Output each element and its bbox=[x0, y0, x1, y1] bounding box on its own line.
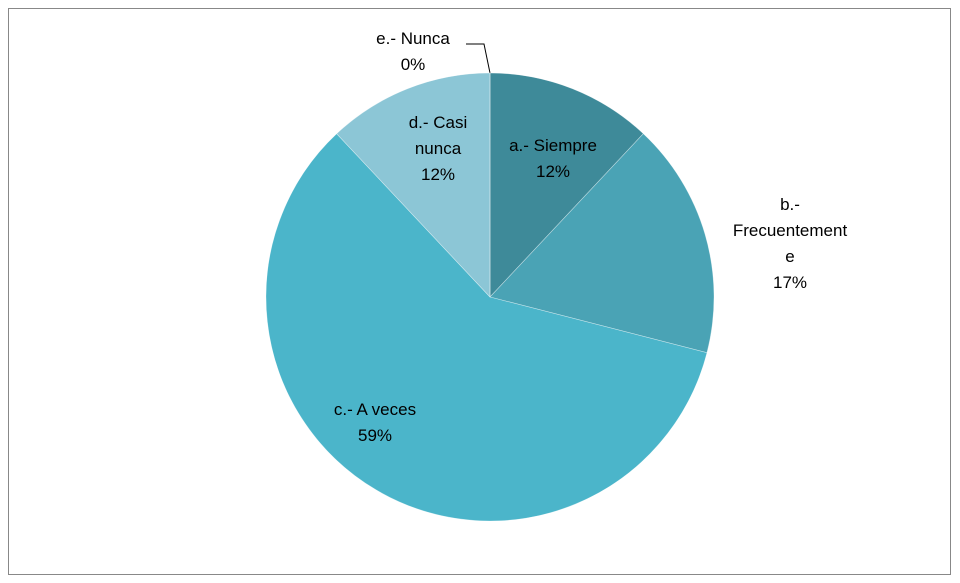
category-label: b.- Frecuentemente bbox=[732, 195, 848, 266]
data-label: b.- Frecuentemente 17% bbox=[731, 192, 849, 296]
data-label: e.- Nunca 0% bbox=[353, 26, 473, 78]
category-label: a.- Siempre bbox=[509, 136, 597, 155]
pie-slice bbox=[489, 133, 715, 354]
value-label: 12% bbox=[535, 162, 571, 181]
leader-line bbox=[466, 43, 491, 74]
pie-slice bbox=[336, 72, 491, 298]
value-label: 17% bbox=[772, 273, 808, 292]
value-label: 12% bbox=[420, 165, 456, 184]
category-label: d.- Casi nunca bbox=[408, 113, 468, 158]
category-label: e.- Nunca bbox=[376, 29, 450, 48]
pie-slice bbox=[489, 72, 644, 298]
value-label: 0% bbox=[400, 55, 426, 74]
value-label: 59% bbox=[357, 426, 393, 445]
data-label: c.- A veces 59% bbox=[310, 397, 440, 449]
data-label: a.- Siempre 12% bbox=[488, 133, 618, 185]
category-label: c.- A veces bbox=[333, 400, 417, 419]
pie-slice bbox=[265, 133, 708, 522]
data-label: d.- Casi nunca 12% bbox=[398, 110, 478, 188]
